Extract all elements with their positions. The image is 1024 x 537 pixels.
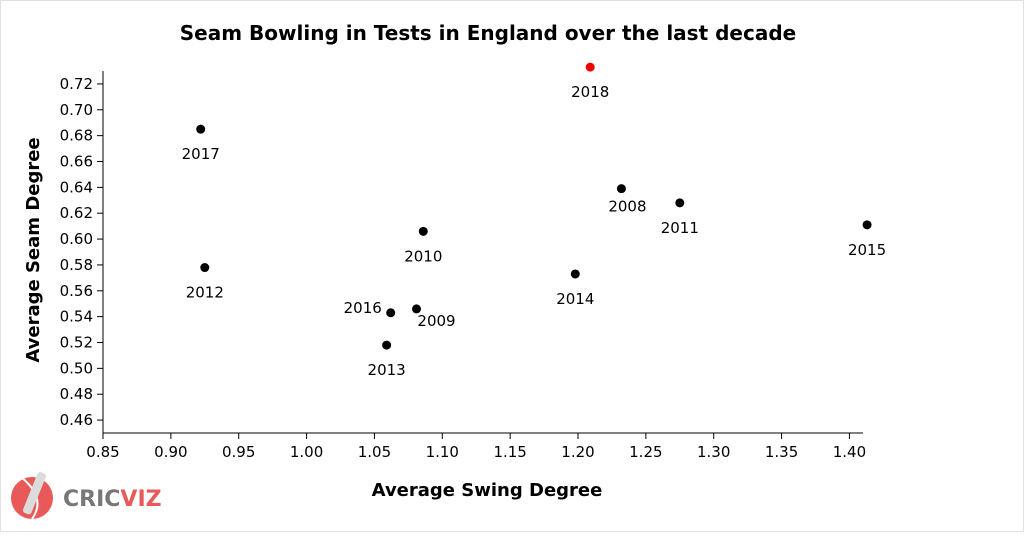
logo-text-cric: CRIC [63, 487, 120, 512]
y-tick-label: 0.50 [60, 359, 93, 377]
x-tick-label: 0.95 [222, 443, 255, 461]
y-axis-ticks: 0.46 0.48 0.50 0.52 0.54 0.56 0.58 0.60 0.62 0.64… [60, 75, 103, 429]
logo-text-viz: VIZ [120, 487, 161, 512]
point-label-2012: 2012 [186, 284, 224, 302]
data-point-2010 [418, 226, 428, 236]
point-label-2017: 2017 [182, 145, 220, 163]
point-label-2010: 2010 [404, 247, 442, 265]
y-tick-label: 0.58 [60, 256, 93, 274]
data-point-2013 [382, 340, 392, 350]
x-axis-ticks: 0.85 0.90 0.95 1.00 1.05 1.10 1.15 1.20 1.25 1.30… [86, 433, 866, 461]
data-point-2018 [585, 62, 595, 72]
y-tick-label: 0.54 [60, 308, 93, 326]
y-tick-label: 0.60 [60, 230, 93, 248]
point-label-2008: 2008 [608, 198, 646, 216]
x-axis-title: Average Swing Degree [372, 480, 603, 501]
y-axis-title: Average Seam Degree [23, 137, 44, 362]
x-tick-label: 1.35 [765, 443, 798, 461]
data-point-2016 [386, 308, 396, 318]
point-label-2011: 2011 [661, 219, 699, 237]
y-tick-label: 0.64 [60, 178, 93, 196]
x-tick-label: 1.40 [833, 443, 866, 461]
y-tick-label: 0.52 [60, 334, 93, 352]
x-tick-label: 1.10 [426, 443, 459, 461]
data-point-2011 [675, 198, 685, 208]
point-label-2016: 2016 [344, 299, 382, 317]
y-tick-label: 0.62 [60, 204, 93, 222]
x-tick-label: 0.85 [86, 443, 119, 461]
data-point-2014 [570, 269, 580, 279]
data-points: 2008 2009 2010 2011 2012 2013 2014 2015 2016 2017… [182, 62, 886, 379]
y-tick-label: 0.66 [60, 153, 93, 171]
y-tick-label: 0.46 [60, 411, 93, 429]
x-tick-label: 1.30 [697, 443, 730, 461]
x-tick-label: 1.15 [493, 443, 526, 461]
x-tick-label: 1.25 [629, 443, 662, 461]
x-tick-label: 1.05 [358, 443, 391, 461]
y-tick-label: 0.48 [60, 385, 93, 403]
x-tick-label: 0.90 [154, 443, 187, 461]
data-point-2008 [616, 184, 626, 194]
y-tick-label: 0.70 [60, 101, 93, 119]
data-point-2012 [200, 263, 210, 273]
data-point-2009 [412, 304, 421, 314]
y-tick-label: 0.68 [60, 127, 93, 145]
logo-wordmark: CRICVIZ [63, 487, 162, 512]
point-label-2018: 2018 [571, 83, 609, 101]
point-label-2014: 2014 [556, 290, 594, 308]
y-tick-label: 0.72 [60, 75, 93, 93]
y-tick-label: 0.56 [60, 282, 93, 300]
x-tick-label: 1.00 [290, 443, 323, 461]
x-tick-label: 1.20 [561, 443, 594, 461]
point-label-2015: 2015 [848, 241, 886, 259]
data-point-2017 [196, 124, 206, 134]
chart-title: Seam Bowling in Tests in England over th… [180, 21, 796, 45]
cricviz-logo: CRICVIZ [11, 472, 162, 520]
cricket-bat-icon [22, 472, 46, 515]
point-label-2009: 2009 [417, 312, 455, 330]
data-point-2015 [862, 220, 872, 230]
point-label-2013: 2013 [368, 361, 406, 379]
